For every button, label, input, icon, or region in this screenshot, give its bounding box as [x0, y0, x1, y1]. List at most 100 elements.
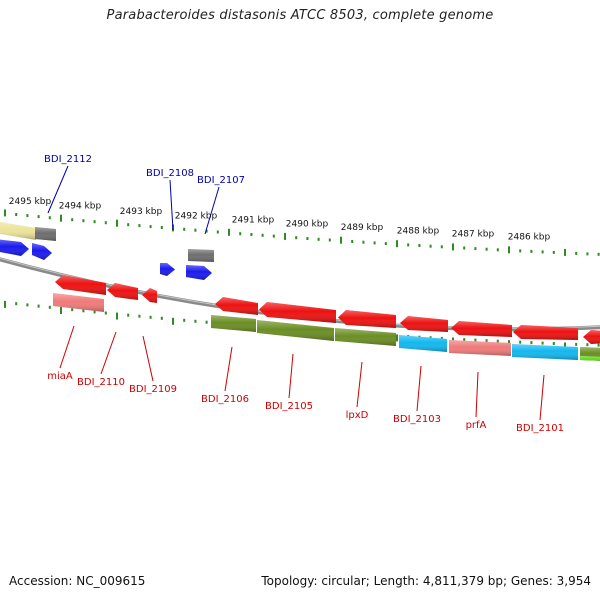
genome-summary-text: Topology: circular; Length: 4,811,379 bp…	[261, 574, 591, 588]
tick-mark	[586, 343, 589, 347]
tick-mark	[205, 320, 208, 324]
gene-feature-shading	[399, 335, 447, 352]
page-title: Parabacteroides distasonis ATCC 8503, co…	[106, 8, 494, 23]
gene-feature-shading	[449, 340, 511, 356]
tick-row-top	[4, 209, 600, 256]
gene-feature-shading	[55, 275, 106, 295]
gene-feature-shading	[107, 283, 138, 300]
gene-leader-line	[169, 179, 174, 231]
gene-feature-shading	[142, 288, 157, 303]
tick-mark	[440, 245, 443, 249]
gene-feature-shading	[188, 249, 214, 262]
tick-mark	[552, 250, 555, 254]
tick-mark	[37, 304, 40, 308]
gene-label: BDI_2107	[197, 175, 245, 186]
tick-mark	[239, 232, 242, 236]
tick-mark	[205, 229, 208, 233]
gene-leader-line	[204, 186, 220, 235]
tick-mark	[496, 248, 499, 252]
tick-mark	[104, 311, 107, 315]
tick-mark	[48, 305, 51, 309]
gene-label: lpxD	[346, 410, 369, 421]
tick-mark	[138, 224, 141, 228]
gene-feature-shading	[0, 239, 29, 256]
tick-mark	[26, 214, 29, 218]
tick-mark	[127, 223, 130, 227]
tick-mark	[104, 221, 107, 225]
tick-mark	[508, 246, 510, 254]
tick-mark	[351, 240, 354, 243]
tick-mark	[82, 309, 85, 313]
tick-mark	[597, 252, 600, 256]
tick-mark	[564, 342, 566, 350]
tick-mark	[396, 334, 398, 342]
kbp-label: 2491 kbp	[232, 216, 275, 226]
tick-mark	[116, 312, 118, 320]
tick-mark	[452, 243, 454, 251]
tick-mark	[272, 234, 275, 238]
tick-mark	[295, 236, 298, 240]
tick-mark	[127, 313, 130, 317]
gene-feature-shading	[338, 310, 396, 328]
accession-text: Accession: NC_009615	[9, 574, 146, 588]
tick-mark	[552, 342, 555, 345]
kbp-label: 2486 kbp	[508, 232, 551, 242]
tick-mark	[463, 338, 466, 342]
kbp-label-group: 2495 kbp 2494 kbp 2493 kbp 2492 kbp 2491 kbp…	[9, 197, 551, 242]
gene-feature-shading	[451, 321, 512, 337]
gene-label: BDI_2108	[146, 168, 194, 179]
tick-mark	[597, 343, 600, 347]
gene-leader-line	[416, 365, 422, 412]
tick-mark	[149, 315, 152, 319]
gene-feature-shading	[583, 330, 600, 344]
tick-mark	[373, 241, 376, 245]
tick-mark	[586, 252, 589, 256]
tick-mark	[250, 233, 253, 236]
tick-mark	[496, 339, 499, 343]
kbp-label: 2489 kbp	[341, 223, 384, 233]
tick-mark	[172, 317, 174, 325]
tick-mark	[564, 248, 566, 256]
tick-mark	[71, 308, 74, 312]
tick-mark	[306, 237, 309, 240]
tick-mark	[261, 233, 264, 237]
tick-mark	[440, 336, 443, 340]
tick-mark	[4, 209, 6, 217]
gene-feature-shading	[35, 227, 56, 241]
gene-leader-line	[142, 335, 154, 382]
kbp-label: 2488 kbp	[397, 227, 440, 237]
kbp-label: 2492 kbp	[175, 211, 218, 221]
tick-mark	[284, 232, 286, 240]
tick-mark	[474, 338, 477, 342]
tick-mark	[116, 219, 118, 227]
gene-label: miaA	[47, 371, 73, 382]
gene-leader-line	[288, 353, 294, 399]
kbp-label: 2493 kbp	[120, 207, 163, 217]
tick-mark	[328, 238, 331, 242]
tick-mark	[384, 242, 387, 246]
tick-mark	[463, 246, 466, 250]
tick-mark	[407, 243, 410, 247]
gene-feature-group	[0, 221, 600, 361]
tick-mark	[93, 310, 96, 314]
gene-feature-shading	[211, 315, 256, 332]
tick-mark	[71, 218, 74, 222]
gene-feature-shading	[53, 293, 104, 312]
tick-mark	[575, 342, 578, 346]
kbp-label: 2490 kbp	[286, 220, 329, 230]
tick-mark	[60, 214, 62, 222]
tick-mark	[15, 302, 18, 306]
gene-leader-line	[100, 331, 117, 375]
gene-leader-line	[47, 165, 69, 214]
tick-mark	[519, 249, 522, 253]
gene-feature-shading	[32, 243, 52, 260]
tick-mark	[519, 340, 522, 344]
tick-mark	[160, 226, 163, 229]
tick-mark	[340, 236, 342, 244]
tick-mark	[37, 215, 40, 219]
kbp-label: 2487 kbp	[452, 230, 495, 240]
gene-leader-line	[59, 325, 75, 369]
gene-feature-shading	[186, 265, 212, 280]
